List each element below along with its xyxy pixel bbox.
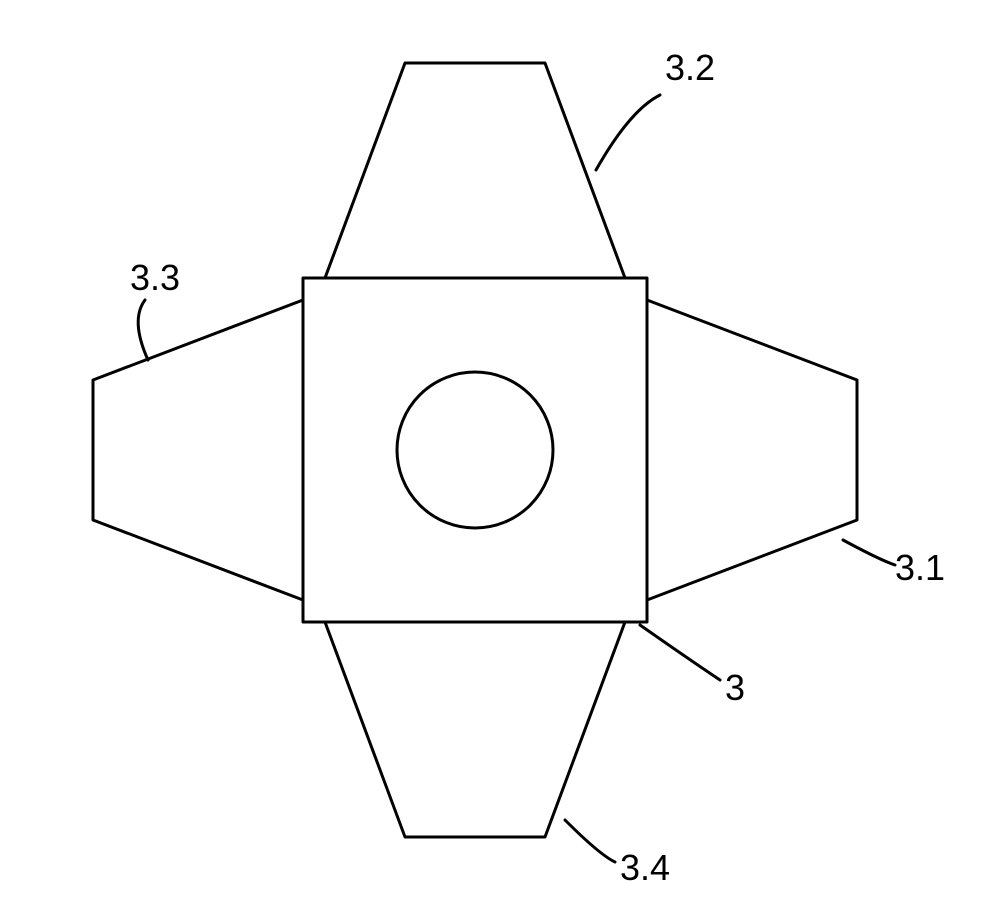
leader-3-3 bbox=[138, 300, 148, 360]
label-3-3: 3.3 bbox=[130, 257, 180, 298]
leader-3-1 bbox=[843, 540, 895, 565]
leader-3 bbox=[640, 625, 720, 680]
label-3-1: 3.1 bbox=[895, 547, 945, 588]
fin-bottom bbox=[325, 622, 625, 837]
technical-diagram: 3.2 3.3 3.1 3 3.4 bbox=[0, 0, 1000, 900]
fin-top bbox=[325, 63, 625, 278]
central-hole bbox=[397, 372, 553, 528]
fin-left bbox=[93, 300, 303, 600]
leader-3-4 bbox=[565, 820, 615, 862]
label-3-2: 3.2 bbox=[665, 47, 715, 88]
leader-3-2 bbox=[596, 95, 660, 170]
label-3: 3 bbox=[725, 667, 745, 708]
label-3-4: 3.4 bbox=[620, 847, 670, 888]
fin-right bbox=[647, 300, 857, 600]
